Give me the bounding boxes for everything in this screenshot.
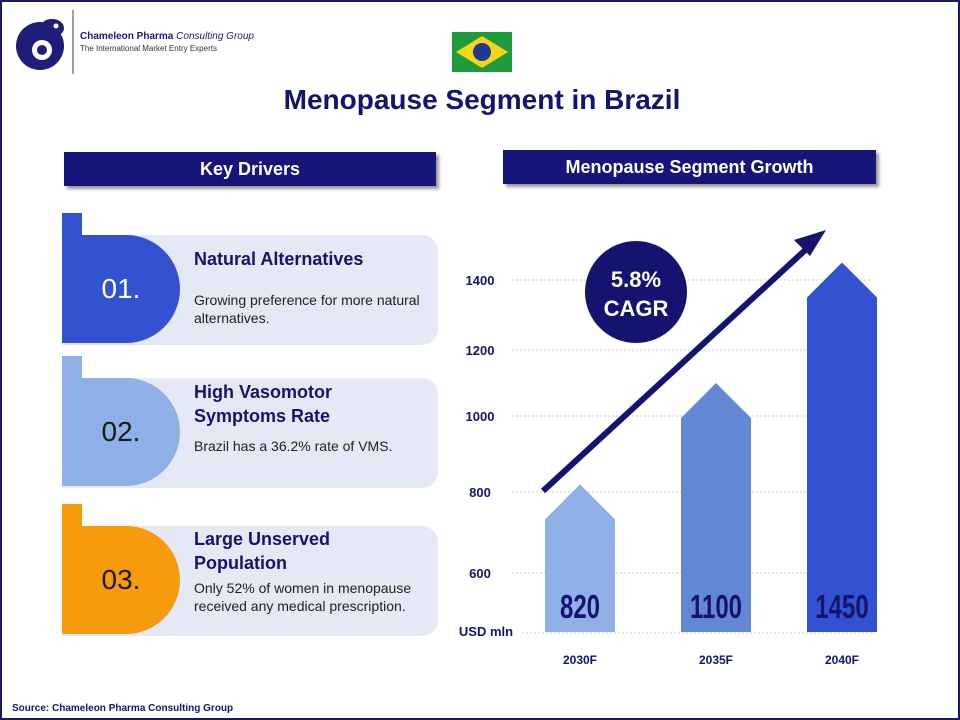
key-drivers-header: Key Drivers [64,152,436,186]
page-title: Menopause Segment in Brazil [283,84,681,115]
company-name: Chameleon Pharma Consulting Group [80,31,254,42]
driver-number: 01. [62,213,180,343]
y-tick-label: 800 [469,485,491,500]
driver-card-3: 03. Large Unserved Population Only 52% o… [62,504,438,636]
driver-card-1: 01. Natural Alternatives Growing prefere… [62,213,438,345]
y-tick-label: 1000 [466,409,495,424]
driver-desc: Growing preference for more natural alte… [194,292,420,326]
logo-divider [72,10,74,74]
driver-title: Natural Alternatives [194,249,364,269]
driver-title: High Vasomotor Symptoms Rate [194,382,333,426]
bar-arrow [545,484,615,632]
y-axis-label: USD mln [459,624,513,639]
growth-chart: 600 800 1000 1200 1400 USD mln 820 2030F 1100 203… [459,230,877,667]
cagr-value: 5.8% [611,267,661,292]
y-tick-label: 1200 [466,343,495,358]
driver-desc: Only 52% of women in menopause received … [194,580,412,614]
driver-title: Large Unserved Population [194,529,331,573]
company-logo [16,19,64,70]
brazil-flag-icon [452,32,512,72]
cagr-badge [585,241,687,343]
company-tagline: The International Market Entry Experts [80,44,217,53]
y-tick-label: 1400 [466,273,495,288]
growth-header: Menopause Segment Growth [503,150,876,184]
bar-arrow [807,262,877,632]
driver-desc: Brazil has a 36.2% rate of VMS. [194,438,393,454]
x-tick-label: 2030F [563,653,597,667]
trend-arrowhead [794,230,826,256]
cagr-label: CAGR [604,296,669,321]
bar-arrow [681,383,751,632]
x-tick-label: 2040F [825,653,859,667]
driver-card-2: 02. High Vasomotor Symptoms Rate Brazil … [62,356,438,488]
y-tick-label: 600 [469,566,491,581]
trend-arrow [540,239,817,494]
x-tick-label: 2035F [699,653,733,667]
driver-number: 02. [62,356,180,486]
source-note: Source: Chameleon Pharma Consulting Grou… [12,703,234,714]
bar-value-label: 1450 [815,589,868,626]
driver-number: 03. [62,504,180,634]
bar-value-label: 820 [560,589,600,626]
bar-value-label: 1100 [690,589,742,626]
